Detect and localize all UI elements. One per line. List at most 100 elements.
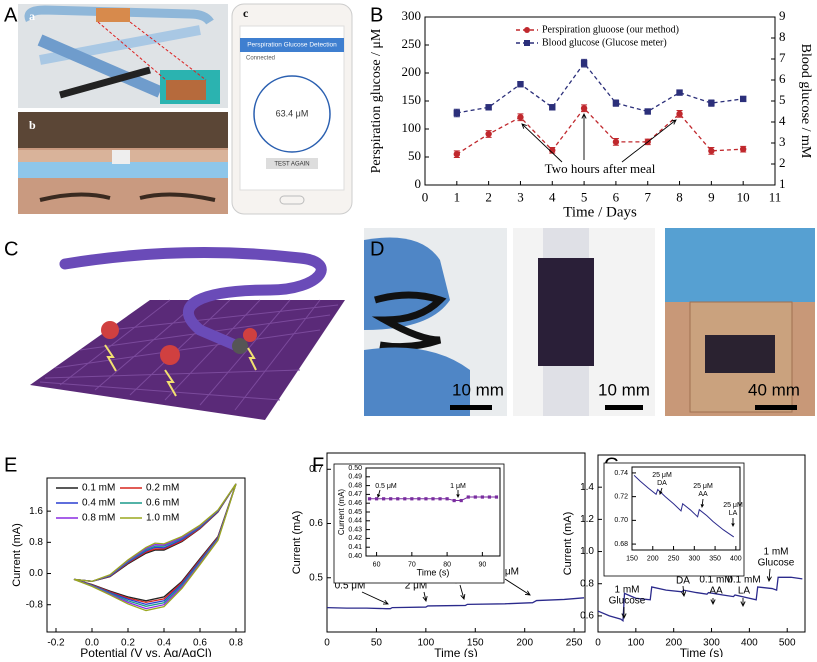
legend-label: 1.0 mM [146,513,179,524]
annotation-arrow [361,591,389,605]
y-tick-label: 0.44 [348,518,362,525]
y2-tick-label: 5 [779,92,786,107]
y-tick-label: 1.6 [29,506,43,517]
x-tick-label: 1 [454,189,461,204]
y-axis-label: Current (mA) [562,512,574,576]
plot-frame [597,454,806,633]
series-line [456,107,744,155]
marker [517,114,524,121]
x-axis-label: Time (s) [417,567,450,577]
annotation-arrow [731,518,735,528]
marker [480,495,484,499]
annotation: 0.5 μM [335,581,366,592]
sublabel: a [29,9,35,23]
y-tick-label: 250 [402,36,422,51]
series-line [633,474,735,538]
y-tick-label: 0.8 [29,537,43,548]
marker [524,40,530,46]
x-tick-label: 70 [408,561,416,568]
plot-frame [631,466,741,551]
legend-label: 0.6 mM [146,498,179,509]
marker [431,497,435,501]
annotation-arrow [659,487,663,495]
y-tick-label: 0.7 [309,464,323,475]
x-tick-label: 3 [517,189,524,204]
y-tick-label: 0.6 [580,611,594,622]
y-tick-label: 0.70 [614,517,628,524]
x-tick-label: 2 [485,189,492,204]
x-tick-label: 300 [703,638,720,649]
y-tick-label: 0.43 [348,526,362,533]
marker [644,108,651,115]
sublabel: b [29,118,36,132]
photo-b: b [18,112,228,214]
y2-tick-label: 8 [779,29,786,44]
y-axis-label: Current (mA) [337,489,346,536]
annotation: 2 μM [405,581,427,592]
annotation: 1 mM [615,585,640,596]
marker [374,497,379,501]
panel-label: D [370,238,384,260]
photo-d: 10 mm 10 mm 40 mm [364,228,815,416]
panel-label: F [312,454,324,476]
annotation-arrow [766,568,772,583]
annotation-arrow [521,123,563,163]
marker [473,495,477,499]
x-tick-label: 11 [769,189,782,204]
annotation: DA [676,576,690,587]
y-tick-label: 0.50 [348,465,362,472]
annotation: Two hours after meal [545,161,656,176]
x-axis-label: Time / Days [563,204,637,220]
y-tick-label: 0.40 [348,553,362,560]
y2-tick-label: 3 [779,134,786,149]
marker [367,497,372,501]
y-tick-label: 0.45 [348,509,362,516]
marker [708,147,715,155]
marker [438,497,442,501]
x-tick-label: 200 [647,555,659,562]
x-tick-label: 250 [566,638,583,649]
y-tick-label: 300 [402,8,422,23]
x-tick-label: 4 [549,189,556,204]
x-tick-label: 8 [676,189,683,204]
x-tick-label: 0.0 [85,638,99,649]
marker [739,95,747,103]
x-tick-label: 50 [371,638,383,649]
x-tick-label: 400 [741,638,758,649]
legend-label: 0.4 mM [82,498,115,509]
inset-background [333,463,505,584]
annotation-arrow [621,607,627,620]
inset-background [603,462,745,577]
legend-label: 0.2 mM [146,483,179,494]
annotation: 0.1 mM [699,575,732,586]
marker [424,497,428,501]
annotation: Glucose [609,596,646,607]
annotation: 25 μM [652,472,672,479]
series-line [597,576,803,622]
marker [580,60,588,67]
y-tick-label: 0.5 [309,572,323,583]
annotation-arrow [459,584,466,600]
y-tick-label: 0.72 [614,493,628,500]
app-title: Perspiration Glucose Detection [247,42,337,49]
annotation-arrow [740,598,746,608]
annotation-arrow [456,490,460,499]
y-tick-label: 50 [408,148,421,163]
y-tick-label: 0 [415,176,422,191]
annotation-arrow [504,578,531,596]
x-tick-label: 350 [709,555,721,562]
series-line [456,62,744,114]
annotation: LA [729,510,738,517]
y2-tick-label: 2 [779,155,786,170]
y-tick-label: 0.49 [348,474,362,481]
marker [517,81,524,88]
x-tick-label: 150 [467,638,484,649]
annotation: LA [738,586,751,597]
x-tick-label: 6 [613,189,620,204]
marker [676,89,683,96]
y-tick-label: 1.4 [580,482,594,493]
marker [676,110,683,118]
y2-tick-label: 9 [779,8,786,23]
x-axis-label: Time (s) [434,646,478,657]
